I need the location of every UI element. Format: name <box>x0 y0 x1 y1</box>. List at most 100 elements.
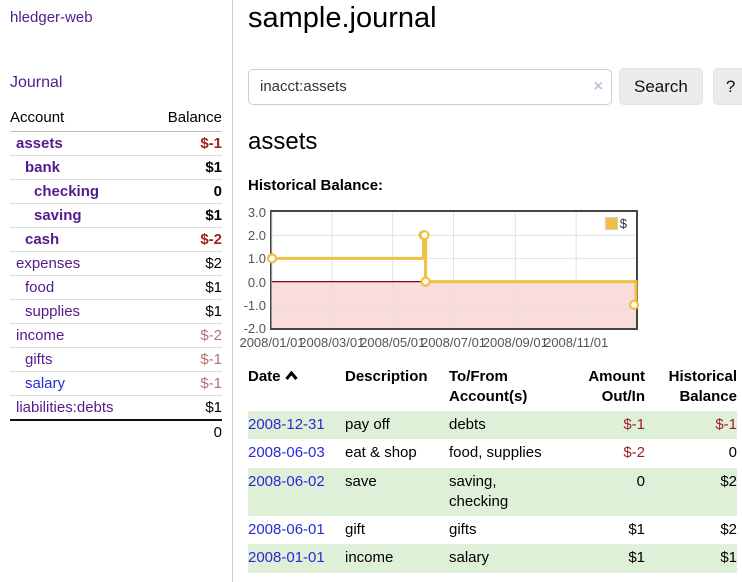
sidebar-account-link[interactable]: saving <box>34 207 82 224</box>
register-header-date[interactable]: Date <box>248 365 345 411</box>
register-date-link[interactable]: 2008-06-03 <box>248 444 325 462</box>
accounts-total-row: 0 <box>10 419 222 444</box>
account-balance: $1 <box>149 203 222 228</box>
chart-legend: $ <box>604 216 627 231</box>
register-date-link[interactable]: 2008-12-31 <box>248 416 325 433</box>
register-balance: $2 <box>645 467 737 516</box>
accounts-total-value: 0 <box>149 419 222 444</box>
register-description: gift <box>345 521 366 538</box>
register-description: save <box>345 467 449 516</box>
register-balance: $2 <box>720 521 737 538</box>
y-axis-label: 1.0 <box>247 251 266 267</box>
register-description: eat & shop <box>345 444 417 462</box>
register-row: 2008-06-01 gift gifts $1 $2 <box>248 516 737 544</box>
register-accounts: saving, checking <box>449 467 572 516</box>
sidebar-item-journal[interactable]: Journal <box>10 74 63 91</box>
sidebar-account-link[interactable]: income <box>16 327 65 344</box>
account-balance: $-2 <box>149 323 222 348</box>
register-table: Date Description To/From Account(s) Amou… <box>248 365 737 573</box>
account-row: gifts $-1 <box>10 347 222 372</box>
register-description: pay off <box>345 411 449 440</box>
account-balance: 0 <box>149 179 222 204</box>
data-point-marker <box>628 299 640 310</box>
sidebar-account-link[interactable]: liabilities:debts <box>16 399 114 416</box>
account-row: expenses $2 <box>10 251 222 276</box>
account-balance: $-1 <box>149 347 222 372</box>
account-row: checking 0 <box>10 179 222 204</box>
sidebar-account-link[interactable]: salary <box>25 375 66 392</box>
search-input[interactable] <box>248 68 612 105</box>
help-button[interactable]: ? <box>712 68 742 105</box>
account-balance: $-1 <box>149 131 222 156</box>
register-header-description: Description <box>345 368 428 385</box>
register-amount: $-2 <box>623 444 645 462</box>
register-amount: $1 <box>572 544 645 573</box>
account-balance: $-1 <box>149 371 222 396</box>
data-point-marker <box>420 276 431 287</box>
account-page-title: assets <box>248 128 318 155</box>
account-row: saving $1 <box>10 203 222 228</box>
sidebar-account-link[interactable]: cash <box>25 231 60 248</box>
sidebar-account-link[interactable]: checking <box>34 183 100 200</box>
x-axis-label: 2008/07/01 <box>420 335 487 350</box>
legend-swatch-icon <box>604 217 618 230</box>
chart-canvas <box>266 212 640 328</box>
register-amount: $1 <box>628 521 645 538</box>
register-balance: $1 <box>645 544 737 573</box>
register-row: 2008-12-31 pay off debts $-1 $-1 <box>248 411 737 440</box>
app-title-link[interactable]: hledger-web <box>10 9 93 26</box>
accounts-table-body: assets $-1 bank $1 checking 0 saving $1 cash $-2 e… <box>10 131 222 421</box>
sidebar-account-link[interactable]: assets <box>16 135 63 152</box>
account-row: liabilities:debts $1 <box>10 395 222 421</box>
accounts-table: Account Balance assets $-1 bank $1 checking 0… <box>10 106 222 444</box>
register-header-accounts: To/From Account(s) <box>449 368 528 405</box>
register-balance: $-1 <box>645 411 737 440</box>
register-accounts: gifts <box>449 521 477 538</box>
x-axis-label: 2008/05/01 <box>360 335 426 350</box>
sidebar-account-link[interactable]: supplies <box>25 303 81 320</box>
sidebar-account-link[interactable]: bank <box>25 159 61 176</box>
data-point-marker <box>266 253 278 264</box>
balance-chart: 3.0 2.0 1.0 0.0 -1.0 -2.0 $ 2008/01/01 2008/03… <box>239 205 742 350</box>
y-axis-label: 3.0 <box>247 205 266 220</box>
y-axis-label: -1.0 <box>243 297 266 313</box>
page-title: sample.journal <box>248 2 437 34</box>
chart-caption: Historical Balance: <box>248 177 384 194</box>
register-date-link[interactable]: 2008-06-02 <box>248 472 325 490</box>
accounts-header-account: Account <box>10 106 150 132</box>
register-header-balance: Historical Balance <box>668 368 737 405</box>
y-axis-label: -2.0 <box>243 321 266 336</box>
register-accounts: food, supplies <box>449 444 542 462</box>
account-row: bank $1 <box>10 155 222 180</box>
account-row: cash $-2 <box>10 227 222 252</box>
register-amount: $-1 <box>572 411 645 440</box>
clear-search-icon[interactable]: × <box>593 77 603 95</box>
sidebar: hledger-web Journal Account Balance asse… <box>0 0 233 582</box>
account-balance: $1 <box>149 275 222 300</box>
register-date-link[interactable]: 2008-01-01 <box>248 549 325 567</box>
sidebar-account-link[interactable]: food <box>25 279 55 296</box>
sidebar-account-link[interactable]: gifts <box>25 351 53 368</box>
x-axis-label: 2008/01/01 <box>239 335 305 350</box>
register-date-link[interactable]: 2008-06-01 <box>248 521 325 538</box>
account-row: income $-2 <box>10 323 222 348</box>
account-balance: $-2 <box>149 227 222 252</box>
register-row: 2008-06-03 eat & shop food, supplies $-2 0 <box>248 439 737 467</box>
x-axis-label: 2008/03/01 <box>299 335 365 350</box>
register-accounts: salary <box>449 544 572 573</box>
search-button[interactable]: Search <box>619 68 703 105</box>
account-balance: $2 <box>149 251 222 276</box>
register-table-body: 2008-12-31 pay off debts $-1 $-1 2008-06-03 ea… <box>248 411 737 573</box>
y-axis-label: 0.0 <box>247 274 266 290</box>
register-amount: 0 <box>572 467 645 516</box>
sort-asc-icon <box>284 367 298 387</box>
account-balance: $1 <box>149 155 222 180</box>
x-axis-label: 2008/11/01 <box>544 335 609 350</box>
legend-label: $ <box>619 216 627 231</box>
x-axis-label: 2008/09/01 <box>482 335 548 350</box>
y-axis-label: 2.0 <box>247 228 266 244</box>
sidebar-account-link[interactable]: expenses <box>16 255 81 272</box>
account-row: salary $-1 <box>10 371 222 396</box>
account-balance: $1 <box>149 395 222 421</box>
account-row: food $1 <box>10 275 222 300</box>
